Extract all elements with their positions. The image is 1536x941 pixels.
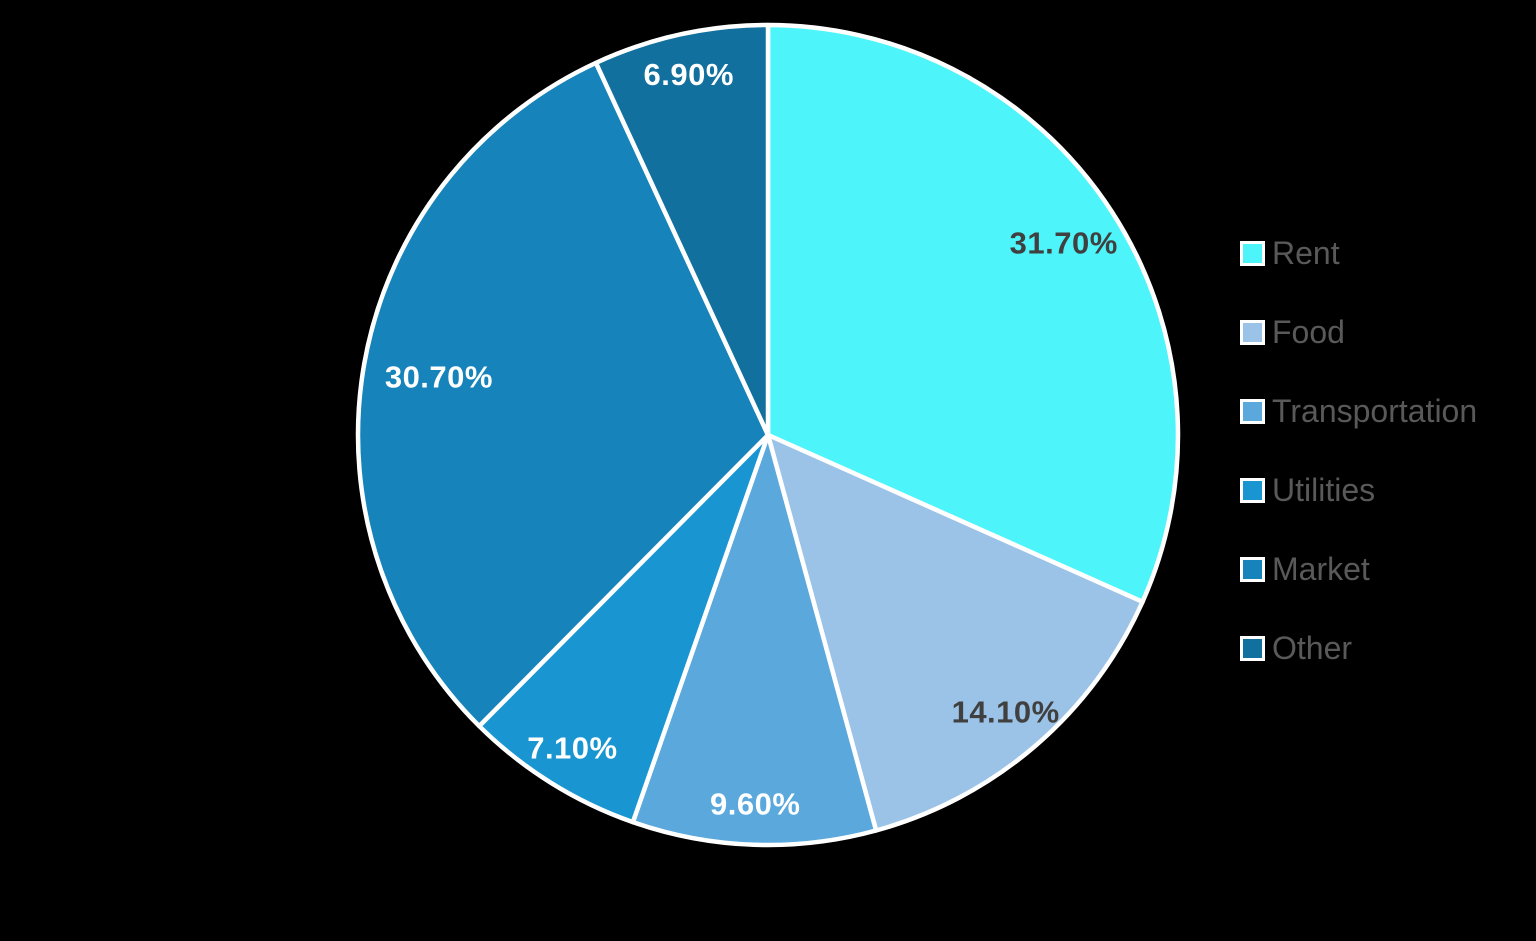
legend-swatch-market — [1240, 556, 1265, 582]
slice-label-other: 6.90% — [644, 57, 734, 92]
legend-label-other: Other — [1272, 630, 1353, 666]
pie-slice-market — [355, 60, 771, 729]
slice-label-rent: 31.70% — [1010, 225, 1118, 260]
legend-swatch-utilities — [1240, 477, 1265, 503]
legend-label-market: Market — [1272, 551, 1370, 587]
legend-label-utilities: Utilities — [1272, 472, 1376, 508]
slice-label-food: 14.10% — [952, 694, 1060, 729]
legend-label-food: Food — [1272, 314, 1345, 350]
legend: Rent Food Transportation Utilities Market Oth… — [1240, 237, 1477, 711]
legend-label-rent: Rent — [1272, 235, 1340, 271]
legend-item-other: Other — [1240, 632, 1477, 664]
legend-item-food: Food — [1240, 316, 1477, 348]
pie-slice-utilities — [476, 432, 771, 825]
legend-item-transportation: Transportation — [1240, 395, 1477, 427]
pie-slice-transportation — [630, 432, 879, 848]
legend-label-transportation: Transportation — [1272, 393, 1478, 429]
pie-slice-other — [593, 22, 771, 438]
legend-item-market: Market — [1240, 553, 1477, 585]
pie-slice-food — [765, 432, 1145, 833]
legend-swatch-other — [1240, 635, 1265, 661]
legend-swatch-rent — [1240, 240, 1265, 266]
legend-item-rent: Rent — [1240, 237, 1477, 269]
slice-label-market: 30.70% — [385, 360, 493, 395]
legend-item-utilities: Utilities — [1240, 474, 1477, 506]
legend-swatch-food — [1240, 319, 1265, 345]
pie-slice-rent — [765, 22, 1181, 605]
slice-label-transportation: 9.60% — [710, 786, 800, 821]
legend-swatch-transportation — [1240, 398, 1265, 424]
slice-label-utilities: 7.10% — [527, 730, 617, 765]
